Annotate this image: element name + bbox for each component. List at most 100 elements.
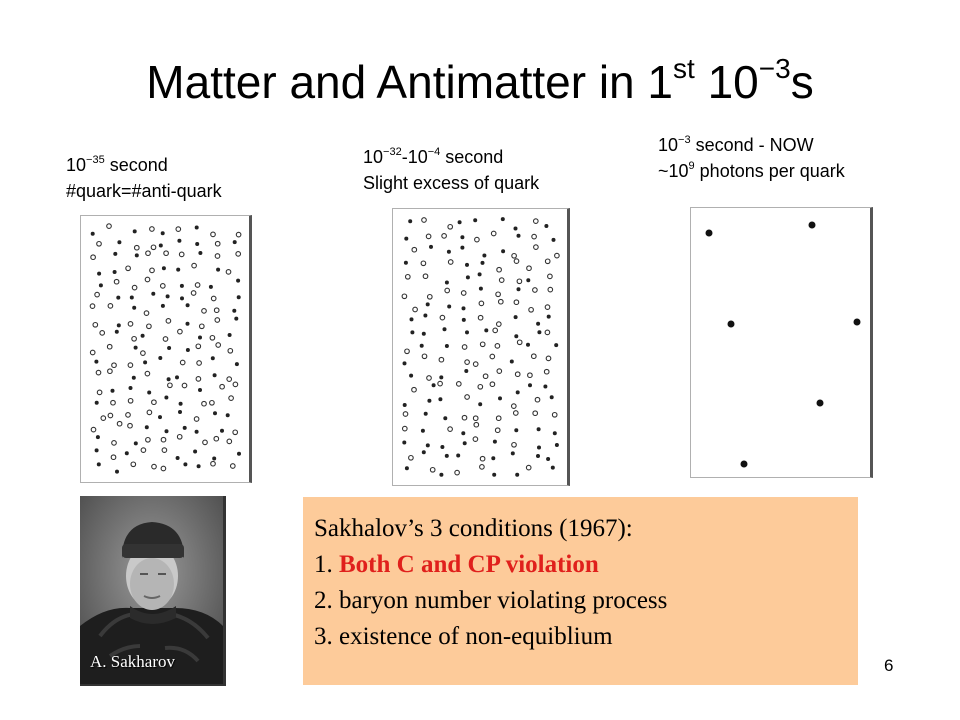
quark-dot: [446, 249, 451, 254]
antiquark-dot: [544, 258, 551, 265]
quark-dot: [444, 280, 449, 285]
antiquark-dot: [177, 328, 183, 335]
panel-1-caption: 10−35 second #quark=#anti-quark: [66, 154, 222, 202]
quark-dot: [98, 283, 103, 288]
quark-dot: [151, 291, 156, 296]
quark-dot: [158, 243, 163, 248]
quark-dot: [491, 456, 496, 461]
quark-dot: [427, 398, 432, 403]
antiquark-dot: [512, 410, 519, 416]
antiquark-dot: [106, 343, 113, 350]
condition-1: 1. Both C and CP violation: [314, 551, 599, 578]
quark-dot: [410, 330, 415, 335]
antiquark-dot: [511, 441, 517, 448]
antiquark-dot: [215, 342, 222, 348]
quark-dot: [117, 240, 122, 245]
antiquark-dot: [127, 321, 134, 327]
antiquark-dot: [90, 426, 97, 433]
antiquark-dot: [162, 336, 169, 342]
quark-dot: [124, 451, 129, 456]
antiquark-dot: [530, 353, 537, 360]
antiquark-dot: [454, 469, 460, 476]
antiquark-dot: [545, 355, 552, 362]
quark-dot: [177, 238, 182, 243]
quark-dot: [166, 377, 171, 382]
quark-dot: [212, 373, 217, 378]
antiquark-dot: [438, 356, 445, 363]
antiquark-dot: [175, 226, 182, 232]
quark-dot: [178, 401, 183, 406]
quark-dot: [198, 251, 203, 255]
antiquark-dot: [127, 362, 134, 368]
quark-dot: [232, 240, 237, 245]
antiquark-dot: [95, 369, 102, 376]
antiquark-dot: [497, 298, 504, 305]
quark-dot: [132, 229, 137, 234]
antiquark-dot: [161, 447, 168, 453]
quark-dot: [237, 451, 241, 456]
condition-1-highlight: Both C and CP violation: [339, 551, 599, 578]
quark-dot: [128, 386, 133, 390]
quark-dot: [549, 395, 554, 400]
quark-dot: [546, 457, 551, 461]
quark-dot: [234, 362, 239, 367]
antiquark-dot: [551, 411, 558, 418]
sakharov-portrait: A. Sakharov: [80, 496, 226, 686]
quark-excess-particle-panel: [392, 208, 570, 486]
antiquark-dot: [489, 353, 496, 360]
antiquark-dot: [146, 323, 152, 330]
quark-dot: [208, 284, 213, 289]
quark-dot: [198, 388, 202, 392]
quark-dot: [705, 229, 713, 237]
antiquark-dot: [447, 223, 454, 230]
antiquark-dot: [477, 383, 484, 390]
quark-dot: [513, 226, 518, 231]
quark-dot: [460, 235, 465, 240]
quark-dot: [185, 303, 190, 308]
quark-dot: [161, 266, 166, 271]
quark-dot: [143, 360, 148, 365]
quark-dot: [132, 305, 137, 310]
quark-dot: [500, 217, 505, 222]
quark-dot: [216, 267, 221, 272]
antiquark-dot: [494, 427, 501, 434]
antiquark-dot: [527, 372, 533, 379]
antiquark-dot: [226, 376, 233, 382]
antiquark-dot: [159, 283, 166, 289]
quark-dot: [213, 411, 217, 416]
antiquark-dot: [145, 436, 151, 443]
quark-dot: [456, 453, 461, 458]
quark-dot: [194, 225, 199, 230]
antiquark-dot: [426, 375, 432, 381]
antiquark-dot: [526, 265, 532, 272]
antiquark-dot: [213, 307, 220, 314]
quark-dot: [439, 472, 444, 477]
antiquark-dot: [447, 259, 454, 265]
quark-dot: [164, 395, 169, 400]
antiquark-dot: [110, 399, 116, 406]
quark-dot: [444, 453, 449, 458]
antiquark-dot: [489, 381, 496, 388]
quark-dot: [116, 323, 121, 328]
antiquark-dot: [513, 299, 520, 306]
quark-dot: [402, 403, 407, 407]
antiquark-dot: [151, 399, 157, 406]
quark-dot: [236, 278, 241, 283]
quark-dot: [185, 321, 190, 326]
antiquark-dot: [425, 233, 432, 240]
quark-dot: [480, 260, 485, 265]
antiquark-dot: [107, 368, 113, 375]
quark-dot: [114, 329, 119, 334]
antiquark-dot: [461, 344, 468, 350]
quark-dot: [461, 306, 466, 311]
antiquark-dot: [196, 360, 202, 366]
antiquark-dot: [513, 258, 520, 264]
quark-dot: [179, 283, 184, 288]
antiquark-dot: [544, 329, 551, 336]
antiquark-dot: [532, 218, 539, 224]
antiquark-dot: [194, 282, 201, 288]
quark-dot: [409, 373, 414, 378]
quark-dot: [442, 327, 447, 332]
antiquark-dot: [127, 422, 133, 429]
quark-dot: [129, 295, 134, 300]
